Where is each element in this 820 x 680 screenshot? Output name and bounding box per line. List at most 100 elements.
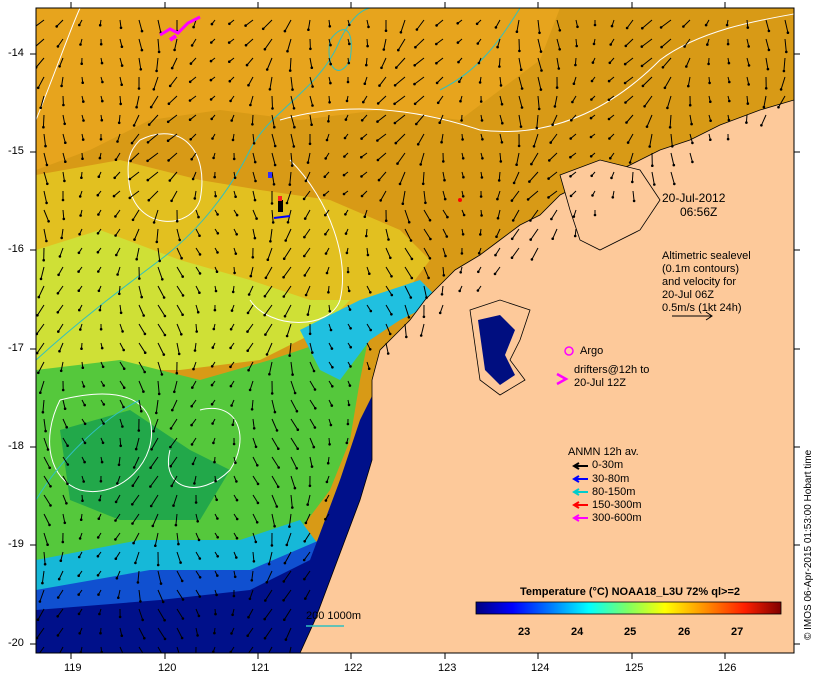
velocity-arrow-head [249,274,253,278]
velocity-arrow-head [304,597,307,600]
velocity-arrow-head [195,330,198,333]
velocity-arrow-head [57,577,61,581]
velocity-arrow [284,304,292,317]
velocity-arrow-head [230,309,234,312]
velocity-arrow-head [211,346,215,349]
velocity-arrow-head [119,311,123,315]
velocity-arrow-head [132,541,135,545]
credit-text: © IMOS 06-Apr-2015 01:53:00 Hobart time [803,449,814,640]
velocity-arrow [137,570,140,583]
velocity-arrow [415,114,425,125]
velocity-arrow-head [443,178,446,182]
velocity-arrow-head [548,159,551,162]
velocity-arrow-head [572,215,576,218]
velocity-arrow [496,190,501,200]
velocity-arrow [249,95,254,106]
velocity-arrow-head [510,256,514,260]
velocity-arrow-head [308,332,312,336]
velocity-arrow-head [481,138,484,141]
velocity-arrow-head [477,251,481,255]
velocity-arrow-head [307,28,310,32]
velocity-arrow-head [251,255,255,259]
velocity-arrow [133,114,140,126]
velocity-arrow-head [553,105,557,108]
velocity-arrow-head [256,482,260,486]
velocity-arrow-head [324,157,328,160]
velocity-arrow-head [480,176,484,179]
isobath-label: 200 1000m [306,610,362,622]
velocity-arrow-head [210,117,213,121]
velocity-arrow [57,38,64,47]
velocity-arrow-head [746,102,750,105]
velocity-arrow [783,57,786,72]
velocity-arrow [57,323,64,332]
velocity-arrow-head [82,100,85,103]
velocity-arrow [114,209,121,217]
velocity-arrow [138,361,146,373]
velocity-arrow-head [277,466,281,469]
velocity-arrow-head [98,498,101,502]
velocity-arrow [554,95,558,107]
velocity-arrow [62,152,66,162]
velocity-arrow-head [264,333,267,336]
velocity-arrow-head [121,425,124,428]
velocity-arrow-head [273,410,277,414]
velocity-arrow-head [462,175,465,179]
velocity-arrow-head [173,390,176,394]
velocity-arrow-head [766,67,770,71]
velocity-arrow-head [214,612,217,616]
velocity-arrow-head [80,62,83,65]
velocity-arrow-head [626,141,630,144]
velocity-arrow [40,95,45,108]
anmn-legend-arrowhead [572,475,580,483]
velocity-arrow [252,133,255,144]
velocity-arrow-head [499,160,503,163]
velocity-arrow-head [547,196,550,199]
velocity-arrow [138,380,144,392]
velocity-arrow [556,57,560,69]
velocity-arrow-head [282,599,285,602]
velocity-arrow-head [461,138,464,141]
velocity-arrow-head [100,118,104,122]
velocity-arrow-head [435,61,438,65]
velocity-arrow-head [477,270,480,274]
velocity-arrow [641,19,653,29]
velocity-arrow-head [59,559,63,562]
velocity-arrow [499,114,503,124]
velocity-arrow [271,494,278,507]
velocity-arrow-head [235,213,239,217]
velocity-arrow [157,38,160,52]
velocity-arrow-head [41,581,44,585]
velocity-arrow-head [97,517,101,520]
velocity-arrow-head [61,388,65,392]
velocity-arrow-head [726,42,730,46]
velocity-arrow-head [608,61,612,65]
velocity-arrow-head [410,257,414,261]
velocity-arrow-head [348,23,351,27]
velocity-arrow-head [435,24,438,27]
velocity-arrow [155,399,159,413]
velocity-arrow-head [292,145,296,148]
velocity-arrow-head [746,26,750,29]
velocity-arrow-head [246,330,249,333]
velocity-arrow [436,38,444,45]
velocity-arrow-head [36,351,39,355]
velocity-arrow-head [96,232,100,235]
velocity-arrow-head [156,563,160,567]
velocity-arrow-head [623,62,627,66]
velocity-arrow-head [96,554,100,558]
x-tick-label: 120 [158,662,177,674]
velocity-arrow [43,513,50,526]
velocity-arrow [129,171,140,180]
velocity-arrow [43,209,50,222]
velocity-arrow-head [500,102,504,106]
velocity-arrow [157,570,162,584]
velocity-arrow [518,114,522,127]
velocity-arrow [556,38,561,50]
velocity-arrow [36,19,45,27]
velocity-arrow [624,57,634,65]
velocity-arrow-head [97,213,100,216]
velocity-arrow [271,456,280,468]
velocity-arrow [117,266,121,275]
velocity-arrow-head [140,29,144,33]
